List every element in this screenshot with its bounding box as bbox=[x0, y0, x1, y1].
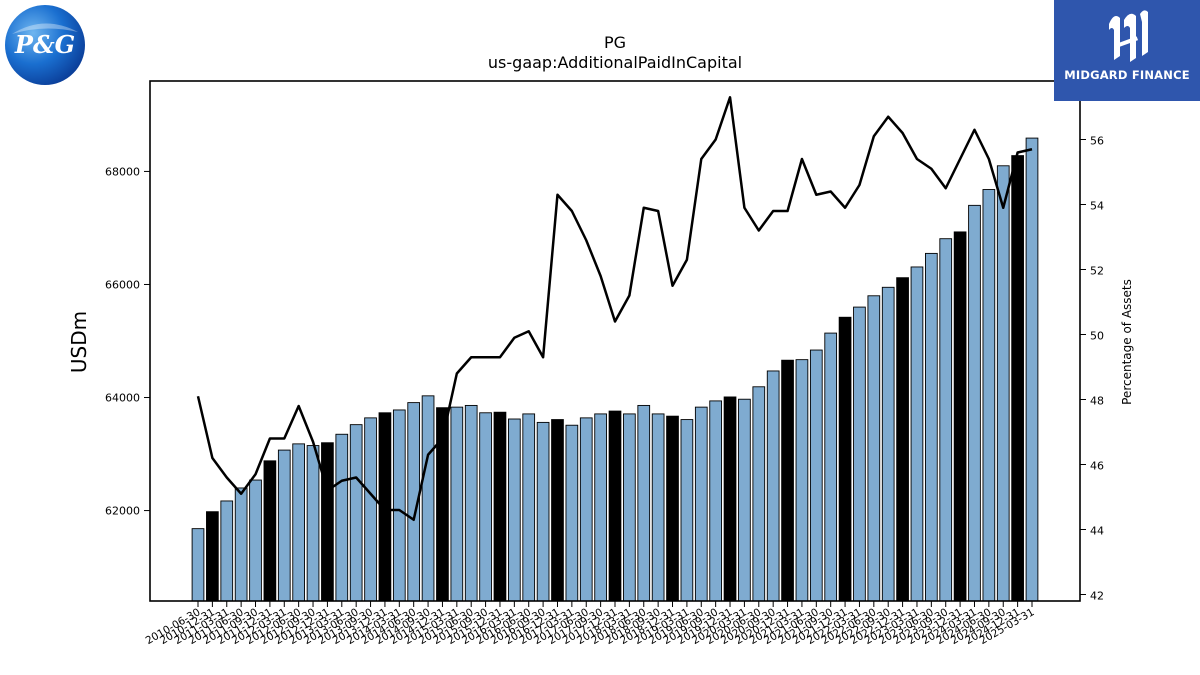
bar-2021-12-31 bbox=[838, 316, 852, 602]
bar-2020-06-30 bbox=[752, 386, 766, 602]
bar-2014-03-31 bbox=[392, 409, 406, 602]
bar-2021-06-30 bbox=[809, 349, 823, 602]
bar-2016-06-30 bbox=[522, 413, 536, 602]
y2-tick-label: 52 bbox=[1090, 265, 1104, 278]
bar-2012-06-30 bbox=[292, 443, 306, 602]
bar-2018-06-30 bbox=[637, 404, 651, 602]
bar-2011-03-31 bbox=[220, 500, 234, 602]
bar-2018-09-30 bbox=[651, 413, 665, 602]
bar-2022-09-30 bbox=[881, 286, 895, 602]
bar-2021-09-30 bbox=[824, 332, 838, 602]
bar-2020-03-31 bbox=[738, 398, 751, 602]
bar-2019-06-30 bbox=[694, 406, 708, 602]
y-axis-label: USDm bbox=[67, 311, 91, 373]
bar-2016-12-31 bbox=[551, 419, 564, 602]
bar-2013-03-31 bbox=[335, 433, 349, 602]
bar-2017-09-30 bbox=[594, 413, 607, 602]
y-axis-left: 62000 64000 66000 68000 bbox=[105, 165, 150, 518]
bar-2018-03-31 bbox=[623, 413, 636, 602]
pg-logo: P&G bbox=[5, 5, 85, 85]
bar-2023-06-30 bbox=[925, 252, 938, 602]
chart-subtitle: us-gaap:AdditionalPaidInCapital bbox=[488, 53, 742, 72]
bar-2024-06-30 bbox=[982, 189, 996, 602]
chart-title: PG bbox=[604, 33, 626, 52]
bar-2015-09-30 bbox=[479, 412, 492, 602]
bar-2017-12-31 bbox=[608, 410, 622, 602]
x-axis: 2010-06-302010-12-312011-03-312011-06-30… bbox=[144, 601, 1037, 647]
y2-axis-label: Percentage of Assets bbox=[1120, 279, 1134, 405]
bar-2022-06-30 bbox=[867, 295, 881, 602]
bar-2023-09-30 bbox=[939, 238, 953, 602]
bar-2016-03-31 bbox=[508, 418, 521, 602]
y2-tick-label: 44 bbox=[1090, 525, 1104, 538]
bar-2025-03-31 bbox=[1025, 137, 1039, 602]
bar-2016-09-30 bbox=[536, 421, 550, 602]
pg-logo-text: P&G bbox=[14, 30, 75, 59]
midgard-mark-icon bbox=[1109, 10, 1148, 62]
y-tick-label: 68000 bbox=[105, 165, 140, 178]
bar-2018-12-31 bbox=[666, 415, 679, 602]
bar-2024-12-31 bbox=[1011, 155, 1024, 602]
bar-group bbox=[191, 137, 1039, 602]
bar-2010-12-31 bbox=[206, 511, 219, 602]
bar-2013-06-30 bbox=[349, 424, 363, 602]
bar-2019-09-30 bbox=[709, 400, 723, 602]
bar-2013-09-30 bbox=[364, 417, 377, 602]
bar-2022-12-31 bbox=[896, 277, 909, 602]
bar-2015-12-31 bbox=[493, 411, 507, 602]
bar-2011-09-30 bbox=[249, 479, 262, 602]
bar-2011-06-30 bbox=[234, 487, 248, 602]
y-tick-label: 64000 bbox=[105, 392, 140, 405]
bar-2017-03-31 bbox=[565, 424, 579, 602]
bar-2011-12-31 bbox=[263, 460, 277, 602]
bar-2015-06-30 bbox=[464, 404, 478, 602]
percentage-line bbox=[196, 96, 1033, 521]
bar-2023-03-31 bbox=[910, 266, 924, 602]
y2-tick-label: 50 bbox=[1090, 330, 1104, 343]
bar-2020-12-31 bbox=[781, 359, 794, 602]
bar-2022-03-31 bbox=[853, 306, 866, 602]
midgard-finance-logo: MIDGARD FINANCE bbox=[1054, 0, 1200, 101]
bar-2017-06-30 bbox=[579, 417, 593, 602]
y-axis-right: 42 44 46 48 50 52 54 56 bbox=[1080, 135, 1104, 603]
y2-tick-label: 54 bbox=[1090, 200, 1104, 213]
bar-2020-09-30 bbox=[766, 370, 780, 602]
bar-2019-03-31 bbox=[680, 419, 694, 602]
bar-2012-03-31 bbox=[277, 449, 291, 602]
bar-2023-12-31 bbox=[953, 231, 967, 602]
y2-tick-label: 56 bbox=[1090, 135, 1104, 148]
bar-2014-09-30 bbox=[421, 395, 435, 602]
bar-2012-09-30 bbox=[306, 445, 320, 602]
y2-tick-label: 42 bbox=[1090, 590, 1104, 603]
y2-tick-label: 46 bbox=[1090, 460, 1104, 473]
bar-2012-12-31 bbox=[321, 442, 334, 602]
bar-2024-03-31 bbox=[968, 204, 981, 602]
bar-2019-12-31 bbox=[723, 396, 737, 602]
midgard-logo-text: MIDGARD FINANCE bbox=[1064, 68, 1190, 82]
bar-2010-06-30 bbox=[191, 528, 205, 602]
y-tick-label: 66000 bbox=[105, 278, 140, 291]
bar-2015-03-31 bbox=[450, 406, 464, 602]
bar-2024-09-30 bbox=[996, 165, 1010, 602]
y-tick-label: 62000 bbox=[105, 505, 140, 518]
bar-2021-03-31 bbox=[795, 359, 809, 602]
y2-tick-label: 48 bbox=[1090, 395, 1104, 408]
